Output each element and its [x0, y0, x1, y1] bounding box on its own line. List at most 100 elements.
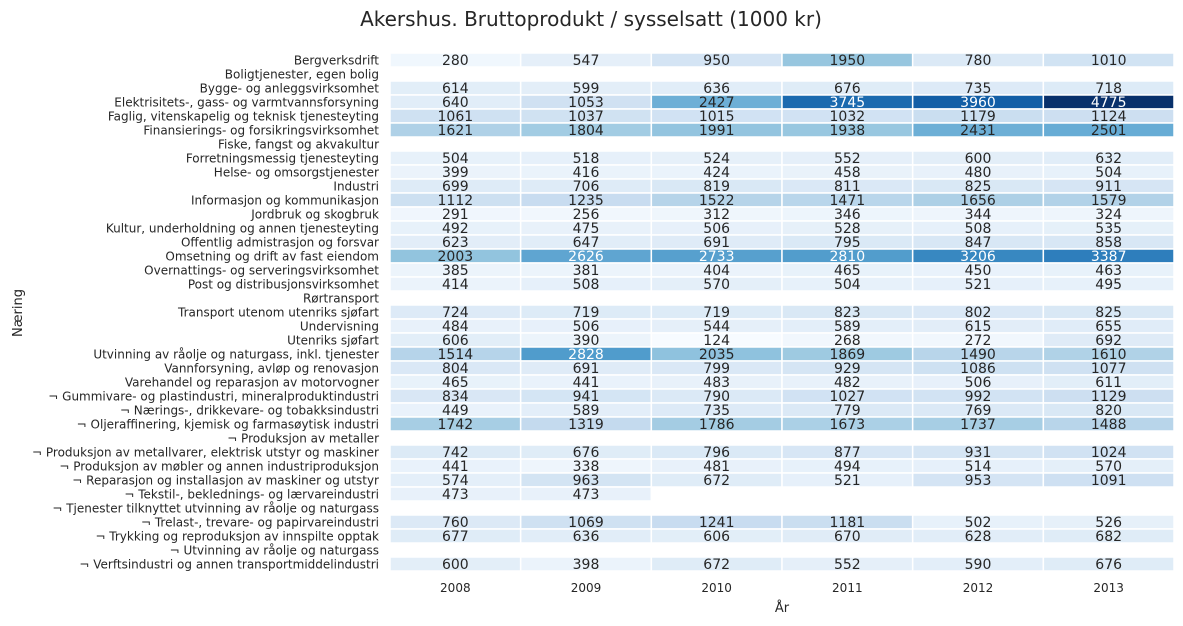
cell-value-label: 691 — [573, 361, 600, 377]
cell-value-label: 1610 — [1091, 347, 1127, 363]
cell-value-label: 589 — [834, 319, 861, 335]
cell-value-label: 779 — [834, 403, 861, 419]
cell-value-label: 1037 — [568, 109, 604, 125]
row-label: Faglig, vitenskapelig og teknisk tjenest… — [108, 110, 379, 124]
cell-value-label: 480 — [965, 165, 992, 181]
heatmap-cell — [1042, 122, 1175, 138]
heatmap-cell — [1042, 416, 1175, 432]
cell-value-label: 574 — [442, 473, 469, 489]
cell-value-label: 819 — [703, 179, 730, 195]
heatmap-cell — [1042, 52, 1175, 68]
cell-value-label: 414 — [442, 277, 469, 293]
cell-value-label: 463 — [1095, 263, 1122, 279]
cell-value-label: 742 — [442, 445, 469, 461]
cell-value-label: 482 — [834, 375, 861, 391]
cell-value-label: 492 — [442, 221, 469, 237]
cell-value-label: 1010 — [1091, 53, 1127, 69]
cell-value-label: 825 — [1095, 305, 1122, 321]
row-label: Finansierings- og forsikringsvirksomhet — [143, 124, 379, 138]
cell-value-label: 518 — [573, 151, 600, 167]
cell-value-label: 552 — [834, 557, 861, 573]
heatmap-cells: 280 547 950 1950 780 1010 614 599 636 676 735 718 64… — [389, 52, 1175, 573]
cell-value-label: 2003 — [438, 249, 474, 265]
row-label: ¬ Gummivare- og plastindustri, mineralpr… — [48, 390, 379, 404]
cell-value-label: 502 — [965, 515, 992, 531]
cell-value-label: 858 — [1095, 235, 1122, 251]
cell-value-label: 1737 — [960, 417, 996, 433]
cell-value-label: 1522 — [699, 193, 735, 209]
cell-value-label: 614 — [442, 81, 469, 97]
row-label: Varehandel og reparasjon av motorvogner — [125, 376, 379, 390]
cell-value-label: 312 — [703, 207, 730, 223]
cell-value-label: 526 — [1095, 515, 1122, 531]
chart-title: Akershus. Bruttoprodukt / sysselsatt (10… — [360, 7, 822, 31]
cell-value-label: 1490 — [960, 347, 996, 363]
cell-value-label: 1804 — [568, 123, 604, 139]
cell-value-label: 590 — [965, 557, 992, 573]
cell-value-label: 441 — [573, 375, 600, 391]
cell-value-label: 3206 — [960, 249, 996, 265]
row-label: Boligtjenester, egen bolig — [225, 68, 379, 82]
row-label: ¬ Tekstil-, beklednings- og lærvareindus… — [124, 488, 379, 502]
row-label: Jordbruk og skogbruk — [250, 208, 379, 222]
cell-value-label: 692 — [1095, 333, 1122, 349]
cell-value-label: 570 — [703, 277, 730, 293]
cell-value-label: 1869 — [830, 347, 866, 363]
cell-value-label: 2810 — [830, 249, 866, 265]
cell-value-label: 963 — [573, 473, 600, 489]
cell-value-label: 2431 — [960, 123, 996, 139]
y-axis-label: Næring — [11, 289, 26, 337]
cell-value-label: 475 — [573, 221, 600, 237]
cell-value-label: 1069 — [568, 515, 604, 531]
cell-value-label: 1032 — [830, 109, 866, 125]
cell-value-label: 398 — [573, 557, 600, 573]
cell-value-label: 911 — [1095, 179, 1122, 195]
column-label: 2009 — [571, 581, 602, 595]
cell-value-label: 1235 — [568, 193, 604, 209]
cell-value-label: 416 — [573, 165, 600, 181]
row-label: Industri — [333, 180, 379, 194]
cell-value-label: 676 — [1095, 557, 1122, 573]
cell-value-label: 481 — [703, 459, 730, 475]
cell-value-label: 950 — [703, 53, 730, 69]
cell-value-label: 1124 — [1091, 109, 1127, 125]
x-axis-label: År — [775, 600, 790, 616]
row-label: ¬ Nærings-, drikkevare- og tobakksindust… — [120, 404, 379, 418]
column-label: 2008 — [440, 581, 471, 595]
cell-value-label: 760 — [442, 515, 469, 531]
cell-value-label: 1991 — [699, 123, 735, 139]
cell-value-label: 847 — [965, 235, 992, 251]
cell-value-label: 494 — [834, 459, 861, 475]
row-label: Transport utenom utenriks sjøfart — [177, 306, 379, 320]
cell-value-label: 1488 — [1091, 417, 1127, 433]
cell-value-label: 268 — [834, 333, 861, 349]
cell-value-label: 795 — [834, 235, 861, 251]
cell-value-label: 790 — [703, 389, 730, 405]
row-label: Elektrisitets-, gass- og varmtvannsforsy… — [114, 96, 379, 110]
cell-value-label: 1579 — [1091, 193, 1127, 209]
cell-value-label: 799 — [703, 361, 730, 377]
row-label: ¬ Trykking og reproduksjon av innspilte … — [95, 530, 379, 544]
cell-value-label: 390 — [573, 333, 600, 349]
heatmap-cell — [1042, 276, 1175, 292]
cell-value-label: 611 — [1095, 375, 1122, 391]
cell-value-label: 735 — [965, 81, 992, 97]
cell-value-label: 825 — [965, 179, 992, 195]
column-labels: 2008 2009 2010 2011 2012 2013 — [440, 581, 1124, 595]
cell-value-label: 589 — [573, 403, 600, 419]
cell-value-label: 3387 — [1091, 249, 1127, 265]
row-label: ¬ Reparasjon og installasjon av maskiner… — [72, 474, 379, 488]
cell-value-label: 780 — [965, 53, 992, 69]
cell-value-label: 450 — [965, 263, 992, 279]
cell-value-label: 1621 — [438, 123, 474, 139]
cell-value-label: 381 — [573, 263, 600, 279]
cell-value-label: 424 — [703, 165, 730, 181]
cell-value-label: 1471 — [830, 193, 866, 209]
column-label: 2011 — [832, 581, 863, 595]
cell-value-label: 953 — [965, 473, 992, 489]
cell-value-label: 992 — [965, 389, 992, 405]
column-label: 2010 — [701, 581, 732, 595]
cell-value-label: 615 — [965, 319, 992, 335]
row-label: Post og distribusjonsvirksomhet — [188, 278, 379, 292]
